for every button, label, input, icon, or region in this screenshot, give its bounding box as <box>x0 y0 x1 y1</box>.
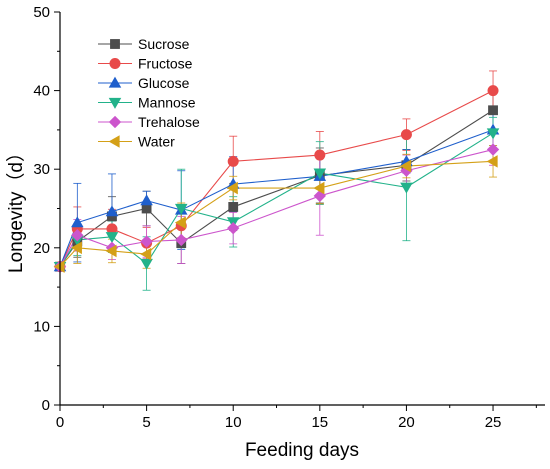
data-point-mannose <box>400 182 413 194</box>
legend-item-glucose: Glucose <box>98 75 190 91</box>
legend-marker-mannose <box>108 97 122 109</box>
series-line-fructose <box>59 90 494 267</box>
legend-label: Fructose <box>138 56 193 72</box>
legend-marker-glucose <box>108 76 122 88</box>
legend-item-water: Water <box>98 134 175 150</box>
x-tick-label: 25 <box>485 414 502 431</box>
legend-marker-sucrose <box>110 39 120 49</box>
data-point-mannose <box>313 168 327 180</box>
data-point-sucrose <box>141 203 152 214</box>
series-lines <box>59 90 494 268</box>
data-point-mannose <box>140 258 153 270</box>
y-tick-label: 20 <box>33 240 50 257</box>
data-point-fructose <box>400 129 412 141</box>
data-point-water <box>226 181 238 195</box>
data-point-trehalose <box>71 229 84 242</box>
data-point-sucrose <box>228 202 239 212</box>
legend-marker-trehalose <box>108 115 122 129</box>
y-axis-ticks: 0 10 20 30 40 50 <box>33 4 60 414</box>
x-tick-label: 5 <box>142 414 150 431</box>
data-point-glucose <box>71 216 84 228</box>
data-point-water <box>53 260 65 273</box>
data-point-water <box>140 247 152 261</box>
data-point-water <box>400 159 412 173</box>
data-point-trehalose <box>175 233 188 247</box>
legend-label: Glucose <box>138 75 190 91</box>
x-tick-label: 15 <box>311 414 328 431</box>
legend-item-fructose: Fructose <box>98 56 193 72</box>
y-axis-title: Longevity（d） <box>5 143 27 273</box>
data-point-water <box>105 244 117 258</box>
data-point-mannose <box>174 203 188 215</box>
y-tick-label: 0 <box>42 397 50 414</box>
data-point-trehalose <box>227 221 240 235</box>
x-tick-label: 10 <box>225 414 242 431</box>
data-point-glucose <box>105 205 119 217</box>
legend-marker-fructose <box>109 57 121 69</box>
y-tick-label: 40 <box>33 83 50 100</box>
legend-item-mannose: Mannose <box>98 95 196 111</box>
y-tick-label: 50 <box>33 4 50 21</box>
data-point-water <box>313 181 325 195</box>
legend-item-sucrose: Sucrose <box>98 36 190 52</box>
data-point-water <box>486 155 498 168</box>
y-tick-label: 30 <box>33 161 50 178</box>
data-point-fructose <box>487 85 499 97</box>
data-point-water <box>174 216 186 229</box>
legend-marker-water <box>108 135 120 148</box>
legend-label: Sucrose <box>138 36 190 52</box>
series-line-trehalose <box>59 149 494 267</box>
data-point-glucose <box>140 194 153 206</box>
data-point-fructose <box>227 155 239 167</box>
legend-item-trehalose: Trehalose <box>98 114 200 130</box>
data-point-trehalose <box>140 235 153 248</box>
x-tick-label: 20 <box>398 414 415 431</box>
x-axis-ticks: 0 5 10 15 20 25 <box>56 405 537 431</box>
legend-label: Water <box>138 134 175 150</box>
legend-label: Mannose <box>138 95 196 111</box>
legend: Sucrose Fructose Glucose Mannose Trehalose Wa… <box>98 36 200 150</box>
series-line-water <box>59 160 494 268</box>
data-point-mannose <box>105 232 119 244</box>
data-point-trehalose <box>486 143 500 156</box>
y-tick-label: 10 <box>33 318 50 335</box>
data-point-water <box>70 241 82 255</box>
x-axis-title: Feeding days <box>245 440 359 461</box>
series-markers <box>53 85 500 274</box>
data-point-sucrose <box>488 105 498 116</box>
legend-label: Trehalose <box>138 114 200 130</box>
data-point-mannose <box>486 128 500 140</box>
data-point-fructose <box>314 149 326 161</box>
x-tick-label: 0 <box>56 414 64 431</box>
